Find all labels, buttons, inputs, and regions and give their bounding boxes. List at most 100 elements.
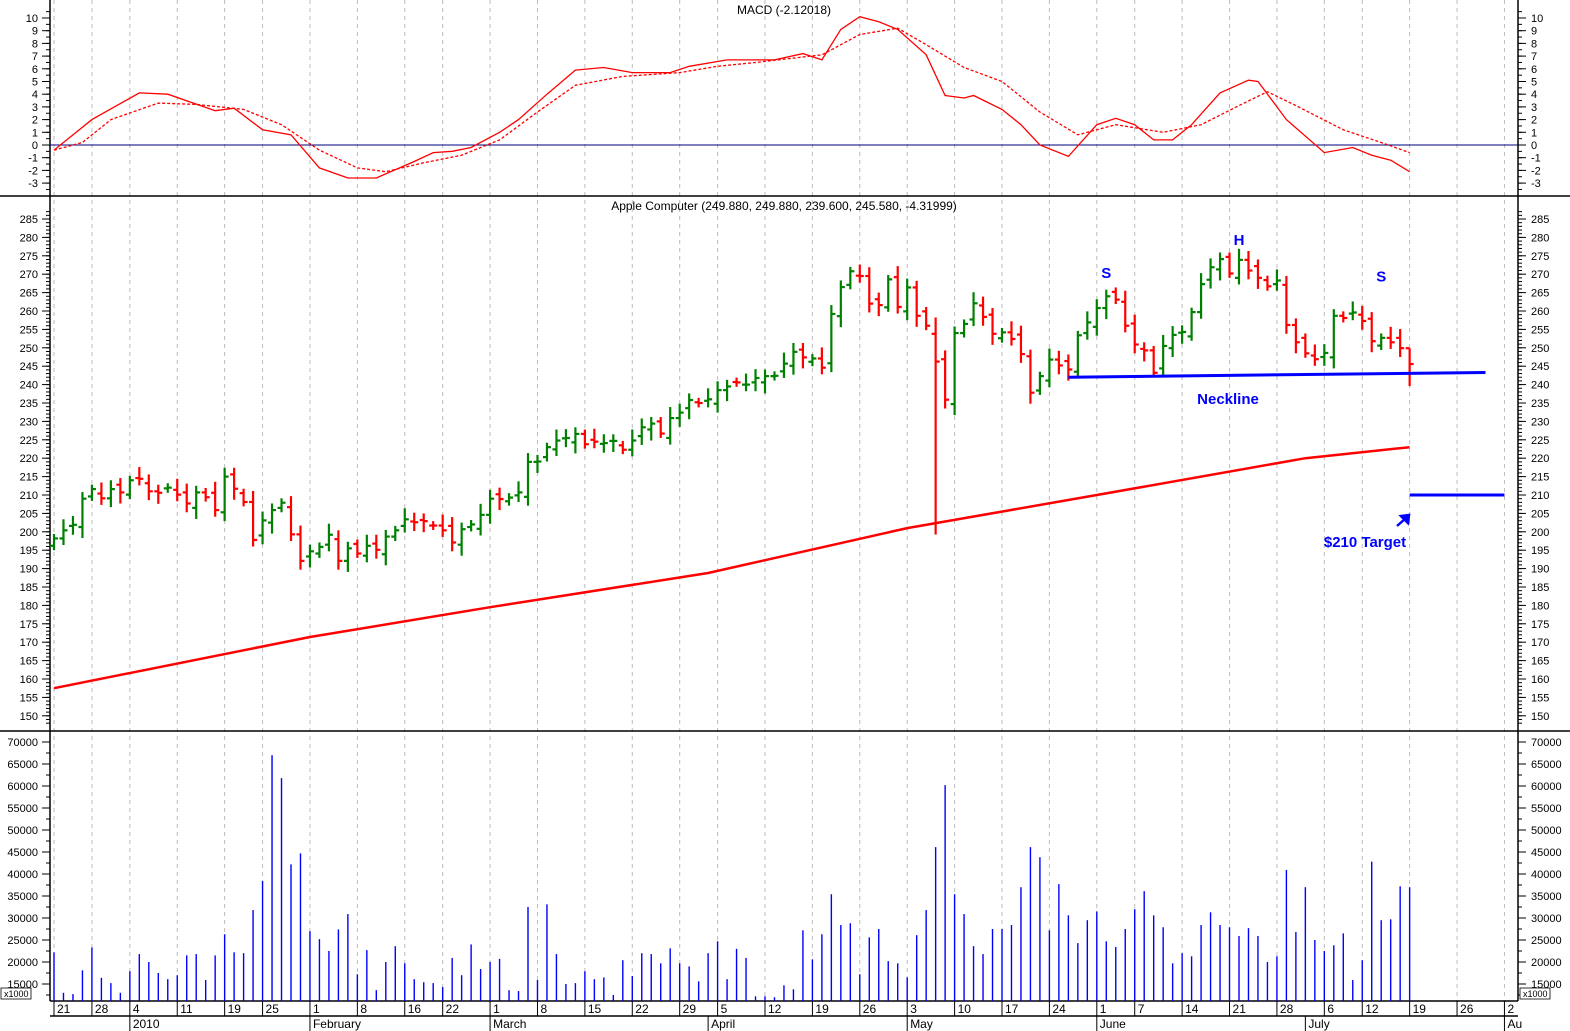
price-bar xyxy=(1282,276,1291,334)
y-tick-label-left: 235 xyxy=(20,398,38,410)
y-tick-label-right: 230 xyxy=(1531,416,1549,428)
price-bar xyxy=(1102,289,1111,320)
date-label: 3 xyxy=(910,1002,917,1016)
price-bar xyxy=(931,317,940,535)
price-bar xyxy=(343,541,352,572)
price-bar xyxy=(324,523,333,552)
price-bar xyxy=(353,539,362,558)
price-bar xyxy=(1244,251,1253,280)
y-tick-label-right: -2 xyxy=(1531,165,1541,177)
price-bar xyxy=(1016,325,1025,363)
price-bar xyxy=(296,525,305,570)
date-label: 1 xyxy=(313,1002,320,1016)
date-label: 12 xyxy=(768,1002,782,1016)
date-label: 14 xyxy=(1185,1002,1199,1016)
right-shoulder-label: S xyxy=(1376,269,1386,286)
price-bar xyxy=(1272,269,1281,291)
head-label: H xyxy=(1234,232,1245,249)
price-bar xyxy=(201,488,210,502)
price-bar xyxy=(979,296,988,326)
price-bar xyxy=(1045,348,1054,388)
y-tick-label-left: 230 xyxy=(20,416,38,428)
price-bar xyxy=(656,416,665,438)
y-tick-label-left: 215 xyxy=(20,472,38,484)
y-tick-label-left: 225 xyxy=(20,435,38,447)
x1000-label-left: x1000 xyxy=(0,987,32,1000)
date-label: 2 xyxy=(1507,1002,1514,1016)
price-bar xyxy=(192,485,201,519)
y-tick-label-right: 195 xyxy=(1531,545,1549,557)
price-bar xyxy=(106,480,115,508)
price-bar xyxy=(704,388,713,408)
moving-average-line xyxy=(53,445,1410,690)
y-tick-label-left: 6 xyxy=(32,64,38,76)
price-bar xyxy=(486,489,495,524)
y-tick-label-right: 1 xyxy=(1531,127,1537,139)
price-bar xyxy=(1386,326,1395,349)
date-axis: 21 28 4 11 19 25 1 8 16 22 1 8 15 22 29 5 12 19 26 3 10 17 24 1… xyxy=(53,1001,1522,1031)
y-tick-label-right: 35000 xyxy=(1531,891,1562,903)
price-bar xyxy=(817,347,826,375)
price-bar xyxy=(713,381,722,413)
y-tick-label-left: 240 xyxy=(20,380,38,392)
y-tick-label-right: 8 xyxy=(1531,38,1537,50)
price-bar xyxy=(732,377,741,387)
price-bar xyxy=(1339,311,1348,323)
y-tick-label-left: 8 xyxy=(32,38,38,50)
volume-unit-label-right: x1000 xyxy=(1523,989,1548,999)
price-bar xyxy=(751,369,760,392)
month-label: 2010 xyxy=(133,1017,160,1031)
y-tick-label-right: 45000 xyxy=(1531,847,1562,859)
vertical-gridlines xyxy=(53,0,1505,1001)
y-tick-label-right: 200 xyxy=(1531,527,1549,539)
y-tick-label-right: 7 xyxy=(1531,51,1537,63)
price-bar xyxy=(950,326,959,416)
date-label: 26 xyxy=(1460,1002,1474,1016)
y-tick-label-right: 155 xyxy=(1531,692,1549,704)
y-tick-label-right: 9 xyxy=(1531,26,1537,38)
price-bar xyxy=(742,373,751,392)
price-bar xyxy=(50,534,58,551)
price-bar xyxy=(561,429,570,448)
price-bar xyxy=(922,306,931,331)
y-tick-label-right: 210 xyxy=(1531,490,1549,502)
y-tick-label-left: 205 xyxy=(20,508,38,520)
y-tick-label-left: 65000 xyxy=(7,759,38,771)
price-bar xyxy=(988,308,997,345)
y-tick-label-left: 285 xyxy=(20,214,38,226)
y-tick-label-right: 225 xyxy=(1531,435,1549,447)
price-bar xyxy=(884,274,893,312)
price-bar xyxy=(78,492,87,539)
month-label: June xyxy=(1100,1017,1126,1031)
price-bar xyxy=(808,354,817,367)
y-tick-label-left: 245 xyxy=(20,361,38,373)
y-tick-label-left: 185 xyxy=(20,582,38,594)
y-tick-label-left: 3 xyxy=(32,102,38,114)
date-label: 16 xyxy=(408,1002,422,1016)
price-bar xyxy=(723,379,732,402)
y-tick-label-left: 45000 xyxy=(7,847,38,859)
y-tick-label-right: 180 xyxy=(1531,600,1549,612)
price-bar xyxy=(505,493,514,506)
volume-panel xyxy=(53,755,1411,1001)
arrow-icon xyxy=(1396,513,1411,527)
month-label: July xyxy=(1308,1017,1329,1031)
macd-panel xyxy=(50,15,1518,179)
y-tick-label-left: 275 xyxy=(20,251,38,263)
price-bar xyxy=(789,343,798,375)
y-tick-label-right: 165 xyxy=(1531,656,1549,668)
price-bar xyxy=(410,512,419,532)
price-bar xyxy=(998,327,1006,343)
date-label: 6 xyxy=(1327,1002,1334,1016)
price-bar xyxy=(230,467,239,500)
price-bar xyxy=(770,371,779,381)
y-tick-label-left: 210 xyxy=(20,490,38,502)
y-tick-label-right: 4 xyxy=(1531,89,1537,101)
y-tick-label-right: 260 xyxy=(1531,306,1549,318)
y-tick-label-right: -1 xyxy=(1531,153,1541,165)
macd-title: MACD (-2.12018) xyxy=(737,3,831,17)
price-bar xyxy=(1092,299,1101,336)
price-bar xyxy=(1130,314,1139,354)
price-bar xyxy=(154,484,163,504)
